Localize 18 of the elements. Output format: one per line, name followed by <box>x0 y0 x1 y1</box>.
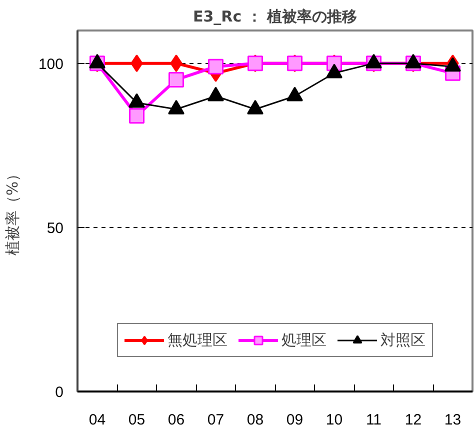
legend-label: 処理区 <box>282 330 326 350</box>
chart-title: E3_Rc ： 植被率の推移 <box>192 8 358 26</box>
y-tick-label: 50 <box>46 220 64 237</box>
x-tick-label: 09 <box>286 412 304 427</box>
x-tick-label: 05 <box>128 412 146 427</box>
x-tick-label: 13 <box>444 412 462 427</box>
x-tick-label: 06 <box>168 412 185 427</box>
x-tick-label: 08 <box>246 412 264 427</box>
legend-label: 対照区 <box>380 330 426 350</box>
x-tick-label: 11 <box>366 412 382 427</box>
x-tick-label: 12 <box>404 412 422 427</box>
x-tick-label: 07 <box>207 412 224 427</box>
y-axis-title: 植被率（%） <box>3 166 22 256</box>
y-tick-label: 0 <box>55 384 64 401</box>
x-tick-label: 04 <box>88 412 106 427</box>
legend-label: 無処理区 <box>168 330 228 350</box>
y-tick-label: 100 <box>38 56 64 73</box>
x-tick-label: 10 <box>326 412 343 427</box>
